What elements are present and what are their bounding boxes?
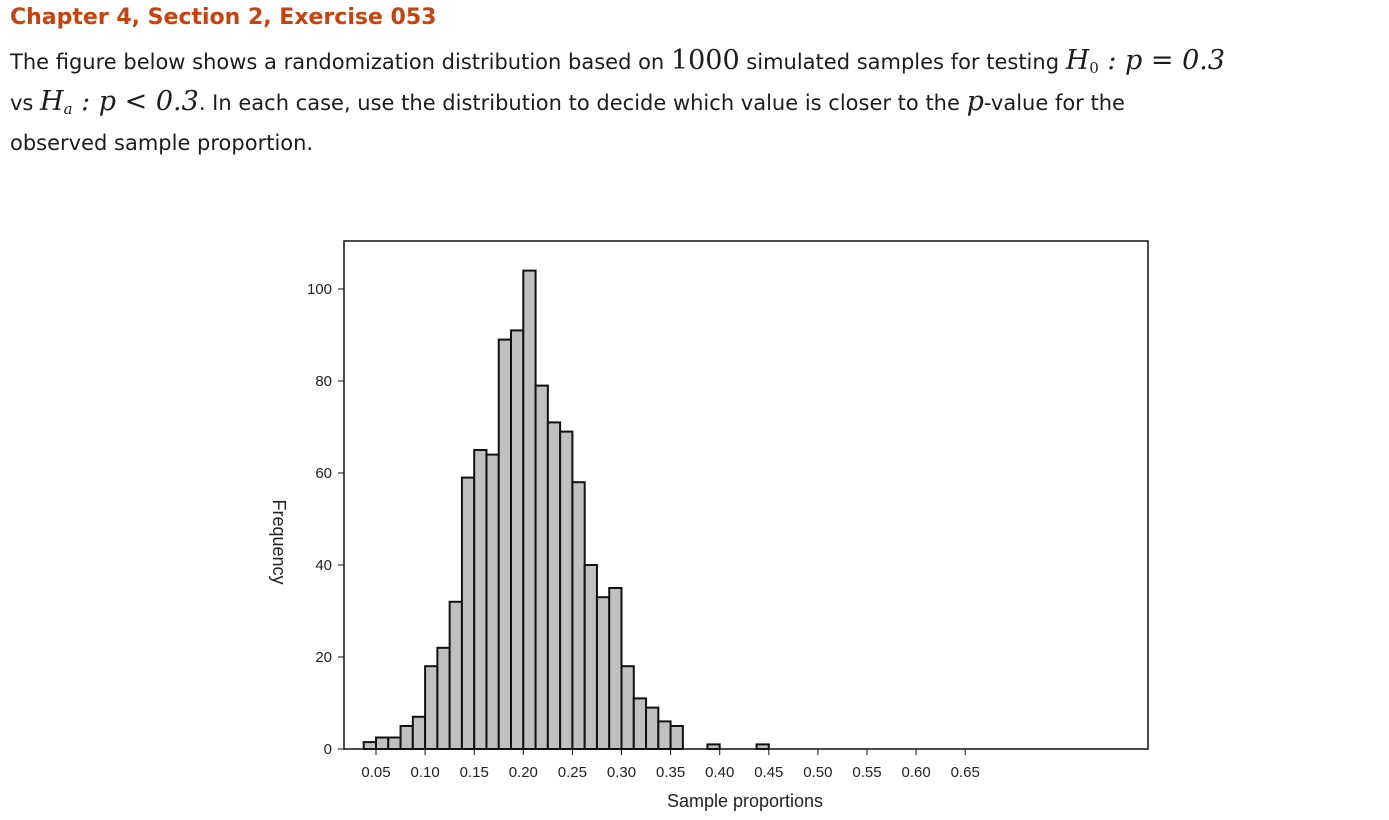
histogram-bar: [460, 476, 476, 750]
x-tick-label: 0.40: [705, 764, 734, 781]
histogram-bar: [595, 596, 611, 751]
x-axis: 0.05 0.10 0.15 0.20 0.25 0.30 0.35 0.40 0.45 0.50…: [361, 749, 980, 781]
problem-text-2: simulated samples for testing: [739, 50, 1066, 74]
histogram-bar: [571, 481, 586, 750]
histogram-bar: [497, 338, 513, 750]
problem-line-2: vs Ha : p < 0.3. In each case, use the d…: [10, 85, 1380, 126]
alt-hypothesis-subscript: a: [63, 100, 73, 118]
histogram-bar: [546, 421, 562, 750]
histogram-bar: [559, 430, 574, 750]
x-tick-label: 0.10: [410, 764, 439, 781]
plot-frame: [343, 240, 1149, 750]
histogram-bar: [620, 665, 635, 751]
x-tick-label: 0.35: [656, 764, 685, 781]
y-tick-label: 80: [315, 373, 332, 390]
problem-statement: The figure below shows a randomization d…: [10, 44, 1380, 160]
y-tick-label: 20: [315, 649, 332, 666]
y-tick-label: 0: [324, 741, 332, 758]
x-tick-label: 0.25: [558, 764, 587, 781]
x-tick-label: 0.20: [509, 764, 538, 781]
histogram-bar: [448, 600, 463, 750]
y-axis: 0 20 40 60 80 100: [307, 281, 344, 758]
problem-text-3: . In each case, use the distribution to …: [198, 91, 967, 115]
histogram-bar: [473, 449, 488, 750]
x-tick-label: 0.65: [951, 764, 980, 781]
problem-text-5: observed sample proportion.: [10, 131, 314, 155]
problem-text-1: The figure below shows a randomization d…: [10, 50, 671, 74]
y-tick-label: 60: [315, 465, 332, 482]
histogram-bar: [534, 384, 549, 750]
null-hypothesis-rest: : p = 0.3: [1098, 45, 1226, 76]
histogram-bar: [510, 329, 525, 751]
y-axis-title: Frequency: [269, 499, 289, 584]
x-axis-title: Sample proportions: [667, 791, 823, 811]
histogram-bar: [362, 741, 378, 751]
x-tick-label: 0.15: [460, 764, 489, 781]
histogram-bar: [657, 720, 672, 750]
x-tick-label: 0.45: [754, 764, 783, 781]
histogram-bar: [485, 453, 500, 750]
x-tick-label: 0.05: [361, 764, 390, 781]
histogram-bar: [706, 743, 721, 750]
alt-hypothesis-rest: : p < 0.3: [72, 86, 199, 117]
histogram-bar: [583, 564, 598, 750]
sample-count: 1000: [670, 45, 740, 76]
histogram-chart: 0 20 40 60 80 100 0.05 0.10 0.15 0.20 0.25 0.30 0.3…: [269, 240, 1149, 811]
histogram-bar: [608, 587, 623, 750]
null-hypothesis-subscript: 0: [1089, 59, 1099, 77]
problem-text-4: -value for the: [983, 91, 1125, 115]
problem-text-vs: vs: [10, 91, 41, 115]
histogram-bar: [755, 743, 770, 750]
histogram-bar: [399, 725, 414, 750]
problem-line-1: The figure below shows a randomization d…: [10, 44, 1380, 85]
p-symbol: p: [966, 86, 984, 117]
histogram-bar: [645, 706, 660, 751]
histogram-bar: [669, 725, 684, 750]
histogram-bar: [424, 665, 439, 751]
histogram-bars: [362, 269, 770, 751]
histogram-bar: [387, 736, 402, 750]
histogram-bar: [436, 646, 451, 750]
null-hypothesis: H0 : p = 0.3: [1065, 45, 1226, 77]
x-tick-label: 0.55: [852, 764, 881, 781]
x-tick-label: 0.30: [607, 764, 636, 781]
histogram-bar: [411, 715, 427, 750]
y-tick-label: 100: [307, 281, 332, 298]
y-tick-label: 40: [315, 557, 332, 574]
x-tick-label: 0.50: [803, 764, 832, 781]
problem-line-3: observed sample proportion.: [10, 126, 1380, 160]
x-tick-label: 0.60: [901, 764, 930, 781]
null-hypothesis-symbol: H: [1065, 45, 1090, 76]
histogram-bar: [522, 269, 537, 750]
exercise-heading: Chapter 4, Section 2, Exercise 053: [10, 5, 437, 30]
histogram-bar: [375, 736, 390, 750]
histogram-bar: [632, 697, 648, 750]
alt-hypothesis-symbol: H: [40, 86, 64, 117]
alternative-hypothesis: Ha : p < 0.3: [40, 86, 199, 118]
